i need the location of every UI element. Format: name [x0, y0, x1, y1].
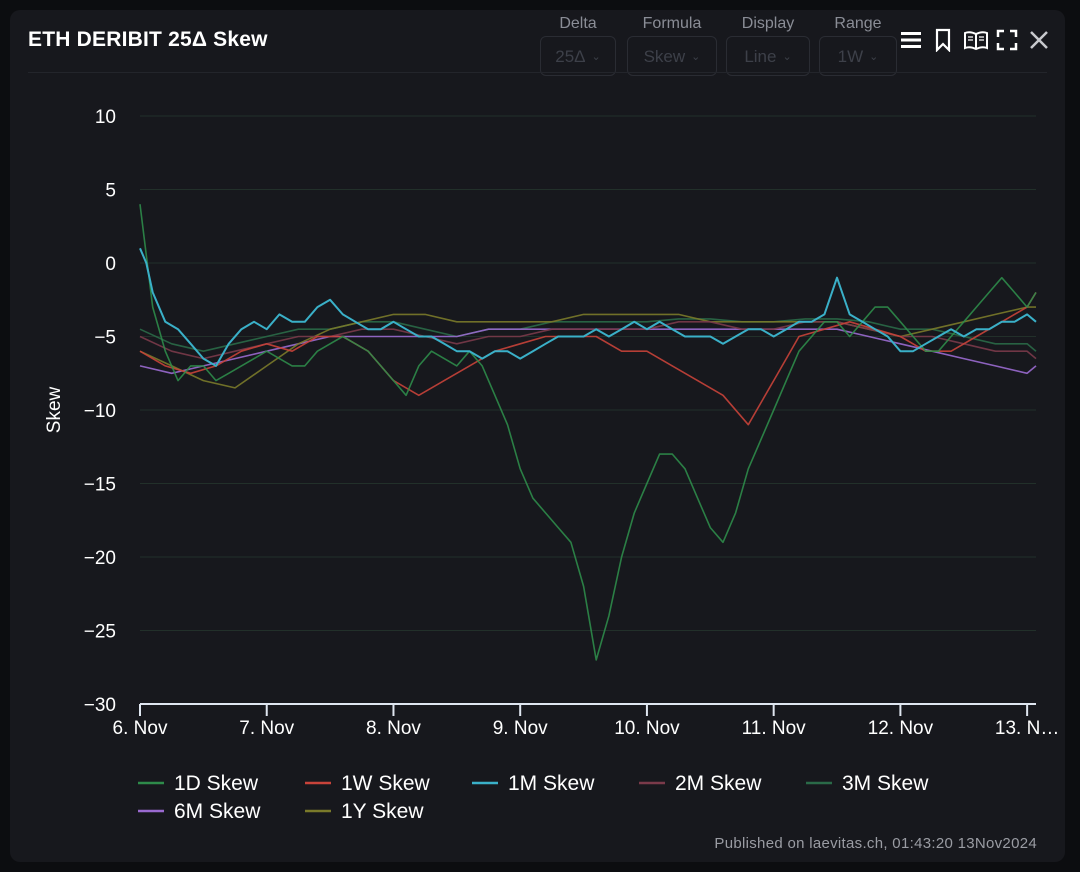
range-value: 1W — [837, 47, 864, 66]
chart-title: ETH DERIBIT 25Δ Skew — [28, 28, 268, 51]
y-tick-label: −15 — [84, 475, 116, 496]
fullscreen-icon[interactable] — [995, 28, 1019, 52]
delta-value: 25Δ — [555, 47, 586, 66]
formula-value: Skew — [643, 47, 686, 66]
x-tick-label: 10. Nov — [614, 718, 680, 739]
menu-icon[interactable] — [899, 28, 923, 52]
series-line-3m-skew — [139, 318, 1037, 352]
y-tick-label: 10 — [95, 107, 116, 128]
range-select[interactable]: Range 1W ⌄ — [819, 14, 897, 76]
legend-item[interactable]: 3M Skew — [806, 772, 929, 795]
bookmark-icon[interactable] — [931, 28, 955, 53]
legend-item[interactable]: 2M Skew — [639, 772, 762, 795]
y-tick-label: −5 — [94, 328, 116, 349]
y-tick-label: −10 — [84, 401, 116, 422]
toolbar — [899, 28, 1051, 53]
display-select[interactable]: Display Line ⌄ — [726, 14, 810, 76]
skew-chart: 10 5 0 −5 −10 −15 −20 −25 −306. Nov 7. Nov 8. Nov 9… — [44, 107, 1060, 823]
x-tick-label: 6. Nov — [113, 718, 168, 739]
x-tick-label: 7. Nov — [239, 718, 294, 739]
delta-label: Delta — [559, 15, 597, 32]
y-tick-label: −25 — [84, 622, 116, 643]
legend-label: 1Y Skew — [341, 800, 424, 823]
legend-label: 6M Skew — [174, 800, 261, 823]
delta-select[interactable]: Delta 25Δ ⌄ — [540, 14, 616, 76]
legend-item[interactable]: 1W Skew — [305, 772, 431, 795]
y-tick-label: −20 — [84, 548, 116, 569]
legend-label: 1W Skew — [341, 772, 431, 795]
range-label: Range — [834, 15, 882, 32]
legend-item[interactable]: 6M Skew — [138, 800, 261, 823]
display-label: Display — [741, 15, 795, 32]
chevron-down-icon: ⌄ — [591, 51, 601, 63]
series-line-1y-skew — [139, 306, 1036, 389]
chevron-down-icon: ⌄ — [691, 51, 701, 63]
legend-item[interactable]: 1D Skew — [138, 772, 259, 795]
series-line-2m-skew — [139, 321, 1037, 360]
legend-item[interactable]: 1Y Skew — [305, 800, 424, 823]
series-lines — [139, 204, 1037, 661]
y-tick-label: 5 — [105, 181, 116, 202]
chart-panel: ETH DERIBIT 25Δ Skew Delta 25Δ ⌄ Formula … — [10, 10, 1065, 862]
chevron-down-icon: ⌄ — [869, 51, 879, 63]
legend-item[interactable]: 1M Skew — [472, 772, 595, 795]
legend-label: 1D Skew — [174, 772, 259, 795]
legend: 1D Skew 1W Skew 1M Skew 2M Skew 3M Skew 6M Sk… — [138, 772, 929, 823]
series-line-1d-skew — [139, 204, 1037, 661]
display-value: Line — [744, 47, 777, 66]
chevron-down-icon: ⌄ — [782, 51, 792, 63]
grid-lines — [140, 115, 1036, 631]
legend-label: 2M Skew — [675, 772, 762, 795]
legend-label: 3M Skew — [842, 772, 929, 795]
book-icon[interactable] — [963, 28, 988, 52]
formula-select[interactable]: Formula Skew ⌄ — [627, 14, 717, 76]
y-axis-label: Skew — [44, 386, 65, 433]
header-divider — [28, 72, 1047, 73]
published-footer: Published on laevitas.ch, 01:43:20 13Nov… — [714, 835, 1037, 852]
series-line-1w-skew — [139, 291, 1037, 426]
y-tick-label: −30 — [84, 695, 116, 716]
axes: 10 5 0 −5 −10 −15 −20 −25 −306. Nov 7. Nov 8. Nov 9… — [84, 107, 1060, 739]
series-line-1m-skew — [139, 247, 1037, 367]
y-tick-label: 0 — [105, 254, 116, 275]
x-tick-label: 9. Nov — [493, 718, 548, 739]
close-icon[interactable] — [1027, 28, 1051, 52]
legend-label: 1M Skew — [508, 772, 595, 795]
x-tick-label: 13. N… — [995, 718, 1059, 739]
x-tick-label: 11. Nov — [742, 718, 807, 739]
x-tick-label: 12. Nov — [868, 718, 934, 739]
formula-label: Formula — [642, 15, 702, 32]
x-tick-label: 8. Nov — [366, 718, 421, 739]
